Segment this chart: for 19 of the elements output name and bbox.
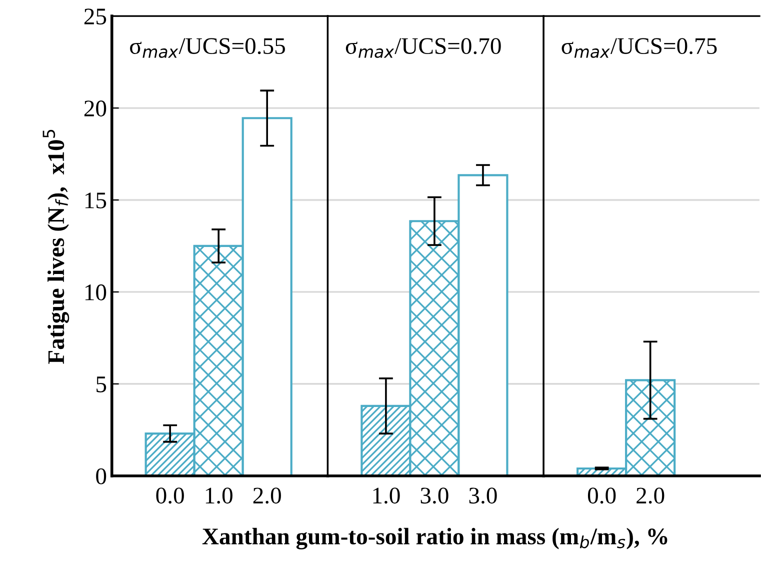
y-axis-title: Fatigue lives (N$_{f}$), x10$^{5}$ bbox=[42, 130, 70, 364]
x-tick-label: 1.0 bbox=[206, 488, 232, 504]
y-tick-label: 10 bbox=[85, 284, 106, 300]
annotation: σ$_{max}$/UCS=0.70 bbox=[346, 38, 501, 58]
x-tick-label: 1.0 bbox=[373, 488, 400, 504]
annotation: σ$_{max}$/UCS=0.75 bbox=[562, 38, 717, 58]
x-tick-label: 3.0 bbox=[469, 488, 497, 504]
x-tick-label: 0.0 bbox=[156, 488, 184, 504]
y-tick-label: 15 bbox=[85, 192, 106, 208]
x-tick-label: 2.0 bbox=[253, 488, 281, 504]
x-tick-label: 0.0 bbox=[588, 488, 616, 504]
y-tick-label: 25 bbox=[84, 8, 106, 24]
y-tick-label: 0 bbox=[96, 468, 106, 484]
y-tick-label: 20 bbox=[84, 100, 106, 116]
x-tick-label: 2.0 bbox=[636, 488, 664, 504]
y-tick-label: 5 bbox=[96, 376, 106, 392]
x-tick-label: 3.0 bbox=[420, 488, 448, 504]
annotation: σ$_{max}$/UCS=0.55 bbox=[130, 38, 285, 58]
x-axis-title: Xanthan gum-to-soil ratio in mass (m$_{b}$/m$_{s}$), % bbox=[202, 528, 668, 550]
